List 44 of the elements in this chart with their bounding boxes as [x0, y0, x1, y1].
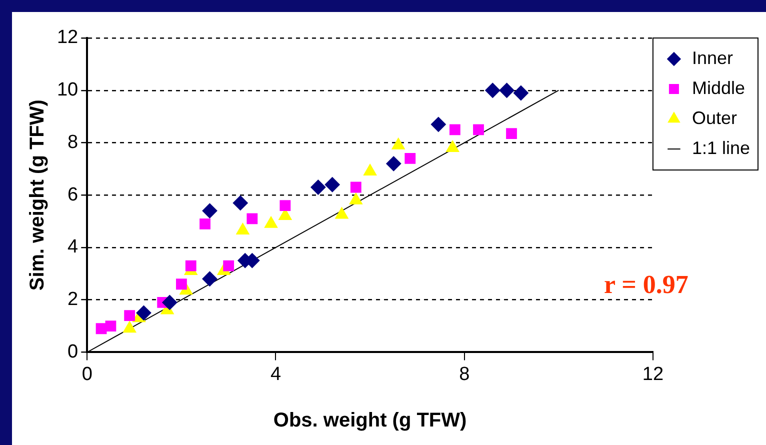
x-tick-label: 8	[459, 364, 470, 385]
annotation: r = 0.97	[604, 270, 688, 300]
point	[202, 203, 218, 218]
point	[386, 156, 402, 172]
y-tick-label: 4	[68, 236, 79, 258]
point	[499, 82, 514, 98]
x-tick-label: 12	[642, 364, 664, 385]
y-tick-label: 6	[68, 184, 78, 206]
y-tick-label: 2	[68, 289, 78, 310]
x-tick-label: 0	[82, 364, 92, 385]
point	[430, 116, 446, 132]
legend-label: Middle	[692, 78, 745, 98]
legend-label: Inner	[692, 48, 733, 68]
point	[310, 180, 326, 195]
point	[200, 218, 210, 230]
legend-label: Outer	[692, 108, 737, 128]
point	[162, 294, 178, 310]
y-tick-label: 10	[56, 80, 78, 101]
point	[232, 195, 248, 210]
point	[506, 128, 517, 140]
point	[449, 124, 460, 136]
legend-label: 1:1 line	[692, 138, 750, 158]
point	[202, 271, 218, 286]
point	[136, 305, 152, 320]
point	[246, 213, 258, 224]
point	[404, 152, 416, 164]
y-tick-label: 0	[68, 341, 78, 362]
y-axis-title: Sim. weight (g TFW)	[26, 100, 49, 291]
y-tick-label: 12	[56, 27, 78, 48]
point	[324, 177, 340, 192]
x-axis-title: Obs. weight (g TFW)	[273, 410, 467, 432]
x-tick-label: 4	[270, 364, 282, 385]
point	[105, 320, 116, 332]
point	[513, 85, 528, 100]
point	[280, 200, 291, 212]
point	[124, 310, 136, 321]
point	[350, 182, 362, 193]
y-tick-label: 8	[68, 132, 78, 153]
point	[96, 323, 107, 334]
point	[473, 124, 484, 136]
point	[223, 260, 234, 272]
point	[185, 260, 196, 272]
point	[176, 278, 187, 290]
point	[485, 82, 500, 98]
